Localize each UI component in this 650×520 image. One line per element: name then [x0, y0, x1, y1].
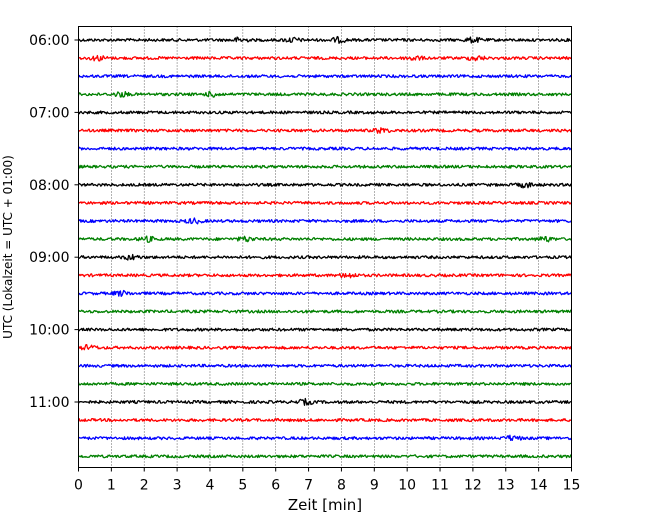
x-tick-label: 10	[398, 478, 416, 494]
x-tick-label: 8	[337, 478, 346, 494]
trace-0800	[78, 182, 573, 189]
trace-0630	[77, 74, 573, 79]
y-tick-label: 09:00	[29, 250, 69, 266]
x-tick-label: 13	[497, 478, 515, 494]
x-tick-label: 11	[431, 478, 449, 494]
x-tick-label: 0	[74, 478, 83, 494]
x-tick-label: 7	[304, 478, 313, 494]
x-tick-label: 4	[206, 478, 215, 494]
y-tick-label: 11:00	[29, 395, 69, 411]
x-tick-label: 12	[464, 478, 482, 494]
x-tick-label: 2	[140, 478, 149, 494]
trace-1045	[77, 381, 572, 386]
x-axis-title: Zeit [min]	[288, 496, 362, 514]
trace-0615	[78, 54, 573, 62]
trace-1115	[77, 418, 572, 423]
x-tick-label: 1	[107, 478, 116, 494]
y-tick-label: 10:00	[29, 323, 69, 339]
trace-group	[77, 35, 573, 459]
y-tick-label: 07:00	[29, 105, 69, 121]
y-axis-title: UTC (Lokalzeit = UTC + 01:00)	[1, 155, 15, 339]
trace-0730	[77, 146, 572, 151]
trace-0745	[77, 164, 572, 169]
trace-0845	[78, 235, 572, 243]
trace-0945	[78, 309, 572, 314]
trace-1000	[78, 327, 572, 332]
trace-0600	[78, 35, 572, 44]
x-tick-label: 3	[173, 478, 182, 494]
y-tick-label: 08:00	[29, 178, 69, 194]
trace-0700	[77, 110, 572, 115]
trace-1030	[78, 363, 573, 368]
y-axis-ticks: 06:00 07:00 08:00 09:00 10:00 11:00	[29, 33, 79, 411]
plot-frame	[78, 26, 572, 468]
trace-1015	[77, 343, 573, 351]
x-tick-label: 14	[530, 478, 548, 494]
trace-1145	[78, 454, 573, 459]
x-tick-label: 5	[238, 478, 247, 494]
trace-0930	[78, 289, 573, 297]
trace-1130	[78, 434, 573, 442]
trace-0900	[78, 253, 572, 261]
y-tick-label: 06:00	[29, 33, 69, 49]
x-tick-label: 6	[271, 478, 280, 494]
trace-0715	[78, 127, 572, 134]
trace-0645	[77, 90, 572, 98]
trace-0815	[77, 200, 573, 205]
trace-1100	[77, 397, 572, 406]
trace-0830	[78, 217, 573, 225]
x-tick-label: 9	[370, 478, 379, 494]
x-axis-ticks: 0 1 2 3 4 5 6 7 8 9 10 11 12 13 14 15	[74, 467, 581, 494]
trace-0915	[78, 272, 573, 279]
x-tick-label: 15	[563, 478, 581, 494]
